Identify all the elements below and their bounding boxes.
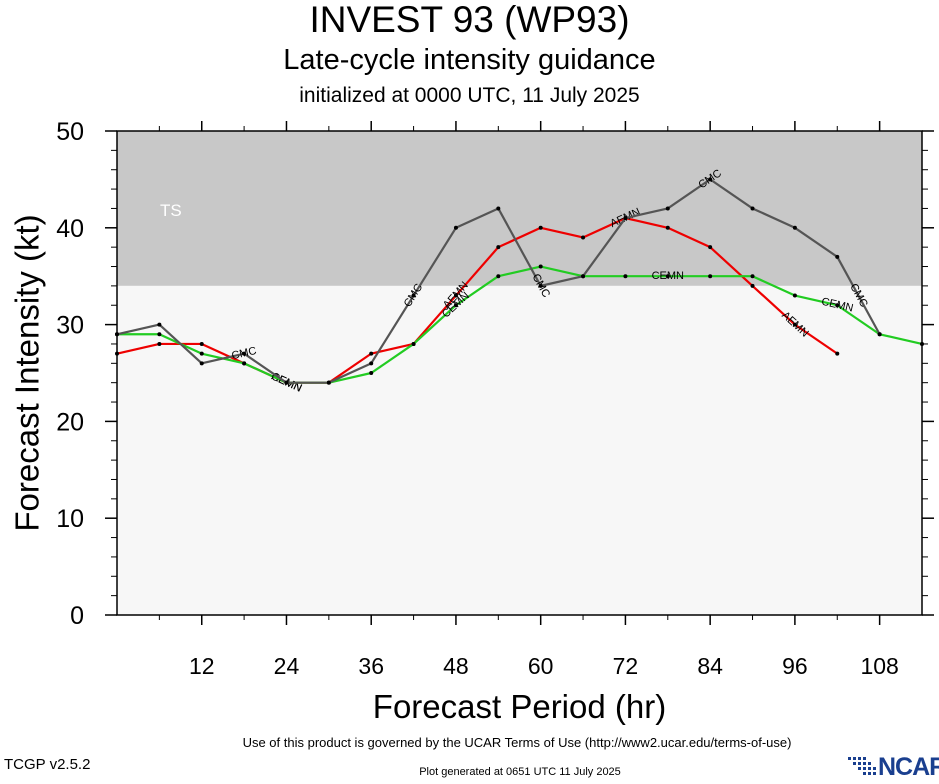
x-tick-label: 96 [782,653,808,679]
data-point [369,351,374,356]
data-point [708,274,713,279]
below-ts-area [117,285,922,615]
chart-subtitle: Late-cycle intensity guidance [283,44,656,76]
data-point [199,341,204,346]
data-point [835,303,840,308]
version-label: TCGP v2.5.2 [4,756,91,773]
data-point [835,351,840,356]
data-point [199,351,204,356]
data-point [411,341,416,346]
data-point [199,361,204,366]
data-point [369,371,374,375]
series-inline-label: CMC [231,345,258,362]
y-tick-label: 0 [70,602,84,630]
x-tick-label: 36 [358,653,384,679]
x-tick-label: 60 [528,653,554,679]
x-tick-label: 84 [697,653,723,679]
x-axis-label: Forecast Period (hr) [373,688,666,725]
axis-ticks: 12 24 36 48 60 72 84 96 108 0 10 20 30 40 50 [56,118,934,679]
series-line-aemn [116,217,838,384]
data-point [581,235,586,240]
data-point [538,264,543,269]
ts-band-label: TS [160,201,182,220]
data-point [538,225,543,230]
x-tick-label: 108 [860,653,898,679]
data-point [157,322,162,327]
data-point [750,206,755,211]
y-tick-label: 40 [56,215,84,243]
x-tick-label: 72 [613,653,639,679]
data-point [581,274,586,279]
data-point [157,341,162,346]
y-tick-label: 50 [56,118,84,146]
ncar-logo-text: NCAR [878,753,939,781]
data-point [284,380,289,385]
data-point [411,293,416,298]
data-point [453,225,458,230]
chart-title: INVEST 93 (WP93) [309,0,630,40]
terms-of-use-notice: Use of this product is governed by the U… [242,735,792,750]
data-point [538,283,543,288]
y-tick-label: 20 [56,408,84,436]
data-point [792,322,797,327]
data-point [242,361,247,366]
data-point [792,293,797,298]
y-tick-label: 30 [56,312,84,340]
y-tick-label: 10 [56,505,84,533]
data-point [665,225,670,230]
y-axis-label: Forecast Intensity (kt) [9,214,46,531]
init-time-line: initialized at 0000 UTC, 11 July 2025 [299,84,640,107]
ts-band [117,131,922,286]
plot-frame [116,130,923,616]
generated-timestamp: Plot generated at 0651 UTC 11 July 2025 [419,766,621,778]
data-point [453,293,458,298]
data-point [326,380,331,385]
data-point [877,332,882,337]
data-point [750,283,755,288]
data-point [496,206,501,211]
data-point [708,177,713,182]
data-point [665,274,670,279]
data-point [157,332,162,337]
data-point [665,206,670,211]
data-point [242,351,247,356]
series-line-cemn [117,265,923,384]
data-point [792,225,797,230]
data-point [623,274,628,279]
data-point [496,245,501,250]
data-point [369,361,374,366]
ncar-logo: NCAR [846,753,939,781]
series-inline-label: CEMN [652,270,684,282]
intensity-chart: TS AEMNAEMNAEMNAEMNCEMNCEMNCEMNCEMNCMCCM… [9,118,934,725]
data-point [835,254,840,259]
data-point [496,274,501,279]
data-point [708,245,713,250]
data-point [453,303,458,308]
data-point [750,274,755,279]
x-tick-label: 12 [189,653,215,679]
x-tick-label: 48 [443,653,469,679]
data-point [623,216,628,221]
ncar-logo-icon [848,757,876,775]
x-tick-label: 24 [274,653,300,679]
